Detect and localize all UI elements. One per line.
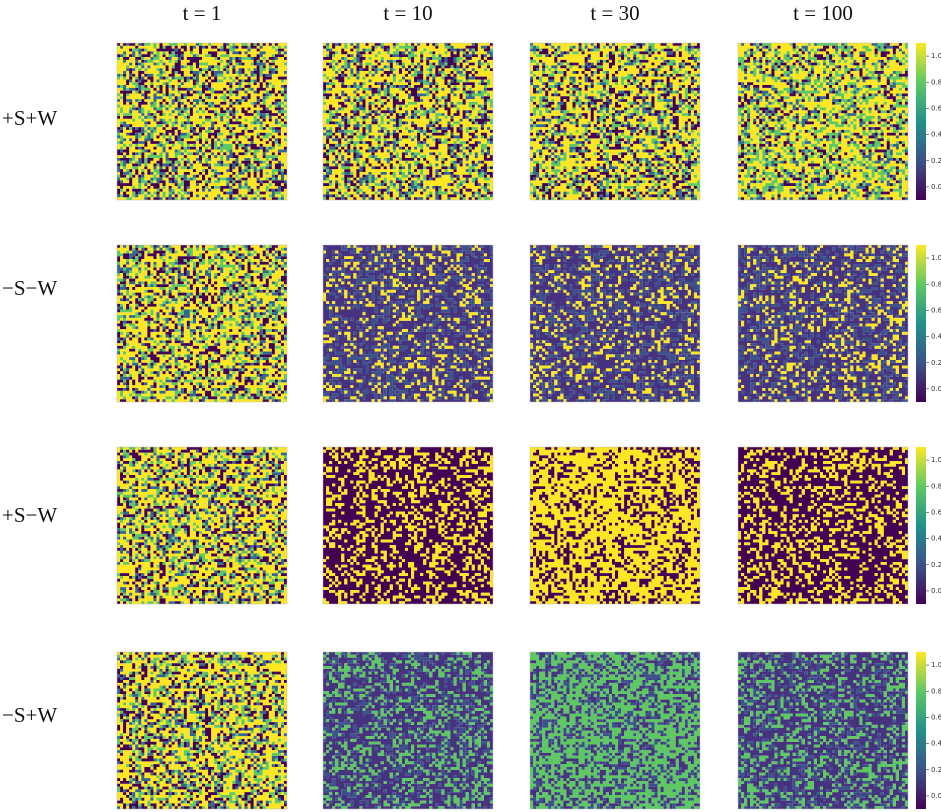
colorbar-tick-label: 0.8 [931,280,941,288]
heatmap-cells [530,43,700,200]
colorbar-tick-label: 0.8 [931,482,941,490]
column-title: t = 10 [383,1,432,25]
row-label: +S+W [2,106,57,130]
panel-frame [322,446,494,605]
colorbar-tick-label: 0.2 [931,359,941,367]
heatmap-cells [323,652,493,809]
panel-frame [737,244,909,403]
heatmap-cells [738,43,908,200]
heatmap-cells [117,245,287,402]
column-title: t = 100 [793,1,853,25]
panel-frame [116,42,288,201]
heatmap-cells [530,245,700,402]
column-title: t = 30 [590,1,639,25]
heatmap-cells [117,43,287,200]
colorbar [916,652,926,809]
heatmap-cells [117,652,287,809]
colorbar-tick-label: 0.0 [931,183,941,191]
colorbar-tick-label: 1.0 [931,52,941,60]
colorbar-tick-label: 0.6 [931,508,941,516]
colorbar-tick-label: 0.0 [931,792,941,800]
colorbar-tick-label: 0.6 [931,104,941,112]
panel-frame [737,651,909,810]
heatmap-cells [323,447,493,604]
colorbar-tick-label: 0.2 [931,157,941,165]
colorbar-tick-label: 0.6 [931,713,941,721]
colorbar [916,447,926,604]
panel-frame [529,244,701,403]
colorbar-tick-label: 0.0 [931,385,941,393]
heatmap-cells [738,245,908,402]
panel-frame [116,651,288,810]
panel-frame [529,446,701,605]
colorbar-tick-label: 0.4 [931,131,941,139]
panel-frame [116,244,288,403]
panel-frame [322,651,494,810]
colorbar-tick-label: 0.0 [931,587,941,595]
heatmap-cells [323,43,493,200]
heatmap-cells [530,652,700,809]
panel-frame [737,42,909,201]
heatmap-cells [738,652,908,809]
heatmap-cells [530,652,700,809]
row-label: −S−W [2,276,57,300]
colorbar-tick-label: 0.6 [931,306,941,314]
panel-frame [322,42,494,201]
colorbar-tick-label: 1.0 [931,254,941,262]
heatmap-cells [117,447,287,604]
colorbar-tick-label: 0.2 [931,561,941,569]
panel-frame [322,244,494,403]
colorbar [916,245,926,402]
colorbar-tick-label: 0.4 [931,740,941,748]
row-label: −S+W [2,703,57,727]
colorbar-tick-label: 0.4 [931,333,941,341]
heatmap-cells [117,245,287,402]
colorbar [916,43,926,200]
colorbar-tick-label: 1.0 [931,456,941,464]
panel-frame [737,446,909,605]
colorbar-tick-label: 0.8 [931,78,941,86]
row-label: +S−W [2,503,57,527]
colorbar-tick-label: 0.4 [931,535,941,543]
colorbar-tick-label: 1.0 [931,661,941,669]
panel-frame [529,651,701,810]
colorbar-tick-label: 0.2 [931,766,941,774]
panel-frame [116,446,288,605]
column-title: t = 1 [183,1,222,25]
heatmap-cells [323,245,493,402]
heatmap-cells [117,43,287,200]
colorbar-tick-label: 0.8 [931,687,941,695]
heatmap-cells [530,447,700,604]
panel-frame [529,42,701,201]
heatmap-cells [738,447,908,604]
